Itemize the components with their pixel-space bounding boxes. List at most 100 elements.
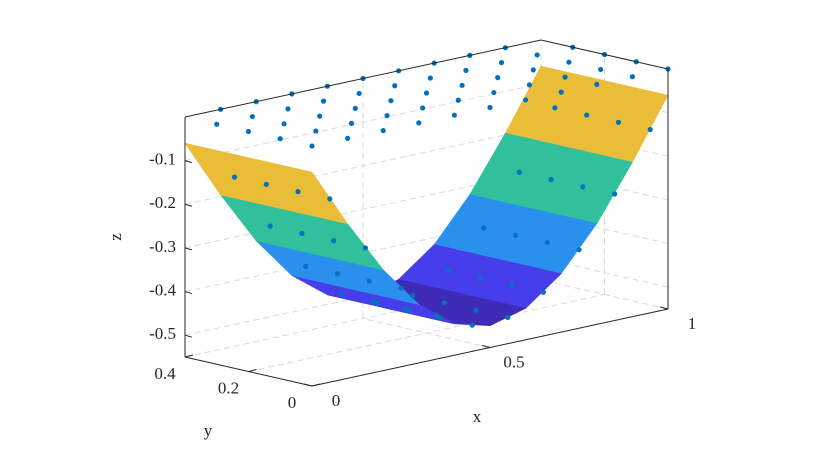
z-tick-label: -0.5 (149, 324, 176, 343)
x-tick (659, 306, 669, 310)
data-point (416, 120, 422, 126)
x-tick-label: 0 (332, 391, 341, 410)
data-point (309, 143, 315, 149)
surface (184, 65, 669, 326)
data-point (338, 291, 344, 297)
data-point (526, 82, 533, 88)
data-point (469, 322, 475, 328)
z-axis-label: z (106, 233, 125, 241)
data-point (487, 104, 493, 111)
data-point (612, 191, 618, 197)
data-point (647, 126, 653, 133)
data-point (420, 105, 426, 111)
data-point (441, 300, 447, 306)
data-point (295, 189, 301, 195)
axes: 0 0.5 1 0 0.2 0.4 -0.5 -0.4 -0.3 -0.2 -0.1 (149, 39, 696, 412)
z-tick (184, 291, 193, 295)
data-point (331, 238, 337, 244)
grid-line (540, 257, 669, 288)
x-tick (481, 345, 491, 348)
data-point (459, 82, 465, 88)
grid-line (248, 294, 605, 372)
data-point (566, 59, 572, 65)
data-point (249, 113, 255, 120)
box-edge (540, 39, 669, 70)
data-point (423, 90, 430, 96)
data-point (481, 225, 487, 231)
data-point (406, 308, 412, 314)
z-tick (184, 334, 193, 338)
data-point (455, 97, 461, 103)
data-point (427, 75, 433, 81)
z-tick (184, 160, 193, 164)
data-point (530, 67, 536, 73)
data-point (534, 52, 540, 58)
data-point (398, 285, 404, 291)
data-point (580, 184, 586, 190)
points (214, 44, 671, 328)
y-tick (184, 354, 194, 358)
x-tick (303, 383, 313, 387)
data-point (584, 112, 590, 118)
data-point (615, 119, 622, 125)
data-point (598, 66, 604, 73)
data-point (552, 105, 558, 111)
z-tick-label: -0.4 (149, 280, 176, 299)
data-point (523, 97, 529, 103)
data-point (498, 60, 505, 66)
data-point (380, 128, 386, 134)
surface-patch (279, 164, 349, 225)
data-point (281, 121, 287, 127)
data-point (366, 278, 372, 284)
data-point (434, 312, 440, 319)
data-point (384, 113, 390, 119)
data-point (245, 128, 252, 135)
data-point (348, 120, 355, 126)
data-point (544, 239, 550, 246)
data-point (576, 247, 582, 253)
z-tick (184, 203, 193, 207)
data-point (320, 98, 327, 104)
data-point (214, 121, 220, 127)
data-point (505, 314, 511, 321)
data-point (562, 74, 568, 80)
data-point (303, 263, 309, 270)
data-point (313, 128, 319, 134)
data-point (516, 169, 522, 175)
data-point (267, 223, 273, 229)
data-point (629, 74, 636, 80)
z-tick-label: -0.2 (149, 193, 176, 212)
data-point (317, 113, 323, 119)
grid-line (540, 214, 669, 245)
y-tick (248, 369, 257, 372)
grid-line (184, 83, 542, 162)
data-point (491, 89, 497, 96)
data-point (362, 245, 368, 251)
data-point (285, 106, 291, 112)
data-point (374, 300, 380, 307)
data-point (409, 293, 416, 299)
box-edge (184, 39, 542, 118)
data-point (370, 298, 376, 304)
x-axis-label: x (473, 407, 482, 426)
data-point (548, 176, 554, 183)
data-point (473, 307, 479, 313)
data-point (299, 230, 305, 237)
data-point (512, 232, 519, 238)
data-point (402, 305, 408, 311)
data-point (277, 136, 283, 142)
data-point (327, 196, 333, 202)
y-tick (311, 383, 321, 387)
data-point (509, 282, 515, 288)
data-point (477, 275, 483, 281)
data-point (345, 135, 351, 141)
data-point (445, 267, 451, 274)
data-point (352, 105, 358, 111)
x-tick-label: 0.5 (503, 352, 524, 371)
z-tick (184, 247, 193, 251)
data-point (540, 289, 547, 295)
y-axis-label: y (204, 421, 213, 440)
data-point (356, 90, 362, 97)
